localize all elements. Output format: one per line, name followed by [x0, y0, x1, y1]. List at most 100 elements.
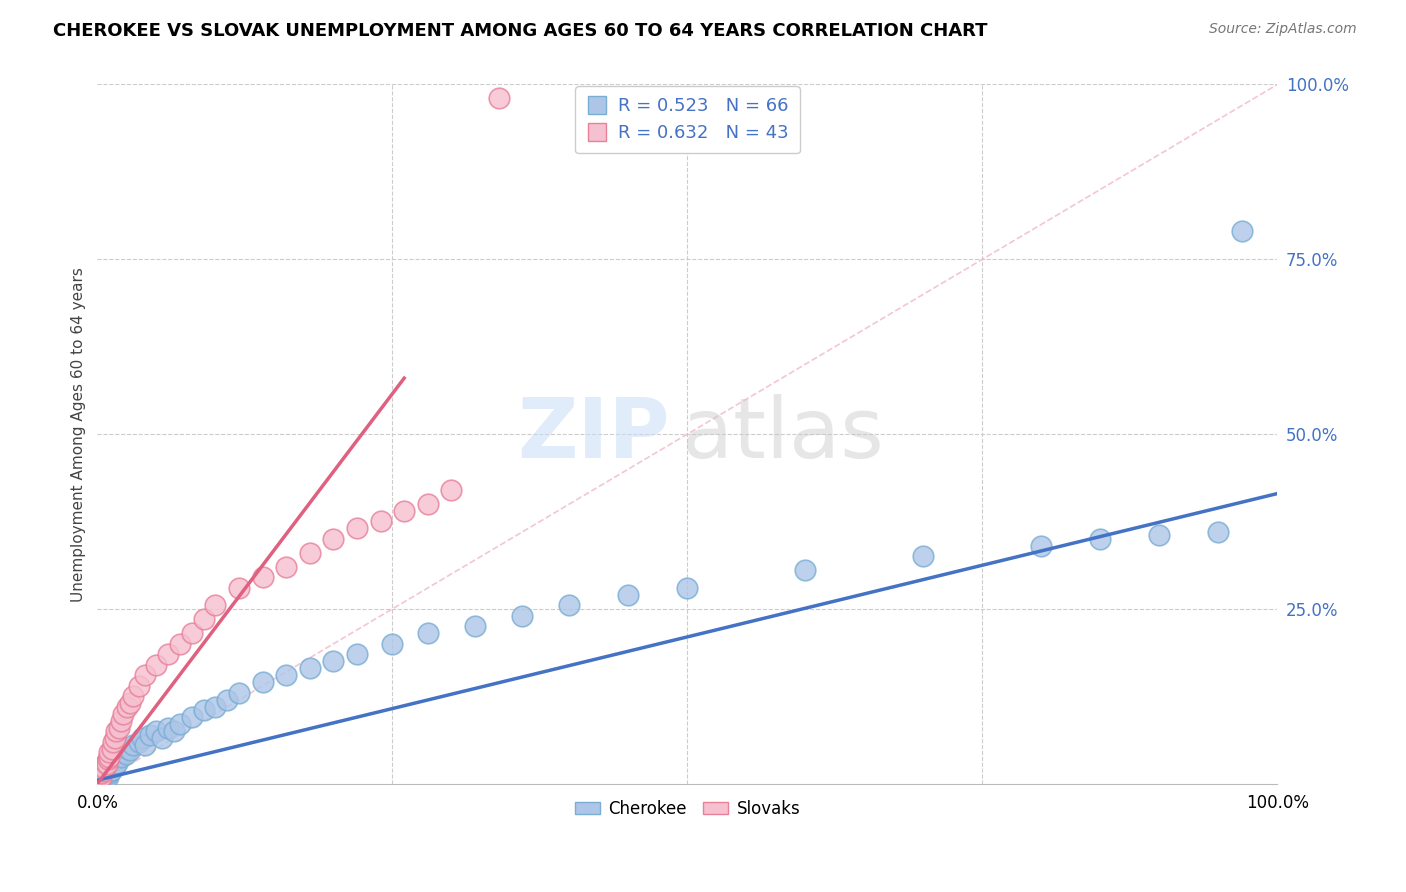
- Point: [105, 724, 128, 739]
- Point: [180, 710, 202, 724]
- Point: [276, 668, 298, 682]
- Point: [1149, 528, 1171, 542]
- Point: [101, 759, 124, 773]
- Point: [101, 735, 124, 749]
- Point: [416, 497, 439, 511]
- Point: [91, 768, 114, 782]
- Text: Source: ZipAtlas.com: Source: ZipAtlas.com: [1209, 22, 1357, 37]
- Point: [252, 675, 274, 690]
- Point: [120, 696, 142, 710]
- Point: [117, 741, 139, 756]
- Point: [1208, 524, 1230, 539]
- Point: [346, 648, 368, 662]
- Point: [97, 770, 120, 784]
- Point: [98, 745, 121, 759]
- Point: [89, 771, 111, 785]
- Point: [912, 549, 935, 564]
- Text: ZIP: ZIP: [517, 393, 669, 475]
- Point: [98, 764, 121, 779]
- Point: [440, 483, 463, 497]
- Point: [217, 693, 239, 707]
- Text: atlas: atlas: [682, 393, 883, 475]
- Point: [87, 773, 110, 788]
- Point: [91, 764, 114, 779]
- Point: [617, 588, 640, 602]
- Point: [91, 763, 114, 777]
- Point: [107, 748, 129, 763]
- Point: [98, 766, 121, 780]
- Point: [392, 504, 415, 518]
- Point: [97, 752, 120, 766]
- Point: [346, 521, 368, 535]
- Point: [370, 515, 392, 529]
- Point: [121, 690, 143, 704]
- Point: [93, 770, 115, 784]
- Point: [96, 757, 118, 772]
- Point: [298, 661, 321, 675]
- Point: [104, 759, 127, 773]
- Point: [464, 619, 486, 633]
- Point: [91, 771, 114, 785]
- Point: [94, 771, 117, 785]
- Point: [252, 570, 274, 584]
- Point: [98, 757, 121, 772]
- Point: [98, 750, 121, 764]
- Point: [120, 743, 142, 757]
- Point: [97, 761, 120, 775]
- Point: [93, 764, 115, 779]
- Point: [163, 724, 186, 739]
- Point: [276, 560, 298, 574]
- Text: CHEROKEE VS SLOVAK UNEMPLOYMENT AMONG AGES 60 TO 64 YEARS CORRELATION CHART: CHEROKEE VS SLOVAK UNEMPLOYMENT AMONG AG…: [53, 22, 988, 40]
- Point: [89, 773, 111, 788]
- Point: [114, 747, 136, 762]
- Point: [112, 706, 135, 721]
- Point: [150, 731, 173, 746]
- Point: [676, 581, 699, 595]
- Point: [128, 735, 150, 749]
- Point: [510, 608, 533, 623]
- Point: [96, 768, 118, 782]
- Point: [128, 679, 150, 693]
- Point: [193, 612, 215, 626]
- Point: [87, 773, 110, 788]
- Point: [139, 728, 162, 742]
- Point: [90, 770, 112, 784]
- Y-axis label: Unemployment Among Ages 60 to 64 years: Unemployment Among Ages 60 to 64 years: [72, 267, 86, 601]
- Point: [104, 731, 127, 746]
- Point: [1031, 539, 1053, 553]
- Point: [89, 771, 111, 785]
- Point: [145, 657, 167, 672]
- Point: [107, 756, 129, 770]
- Point: [416, 626, 439, 640]
- Point: [228, 686, 250, 700]
- Point: [193, 703, 215, 717]
- Point: [1090, 532, 1112, 546]
- Point: [91, 773, 114, 788]
- Point: [107, 721, 129, 735]
- Point: [121, 739, 143, 753]
- Point: [90, 770, 112, 784]
- Point: [90, 772, 112, 787]
- Point: [94, 763, 117, 777]
- Point: [91, 759, 114, 773]
- Point: [105, 752, 128, 766]
- Point: [112, 745, 135, 759]
- Point: [180, 626, 202, 640]
- Point: [96, 759, 118, 773]
- Point: [103, 756, 125, 770]
- Point: [115, 699, 138, 714]
- Legend: Cherokee, Slovaks: Cherokee, Slovaks: [568, 793, 807, 824]
- Point: [157, 721, 180, 735]
- Point: [381, 637, 404, 651]
- Point: [100, 763, 122, 777]
- Point: [228, 581, 250, 595]
- Point: [322, 654, 344, 668]
- Point: [145, 724, 167, 739]
- Point: [298, 546, 321, 560]
- Point: [1230, 224, 1253, 238]
- Point: [90, 766, 112, 780]
- Point: [110, 750, 132, 764]
- Point: [93, 761, 115, 775]
- Point: [134, 668, 156, 682]
- Point: [100, 741, 122, 756]
